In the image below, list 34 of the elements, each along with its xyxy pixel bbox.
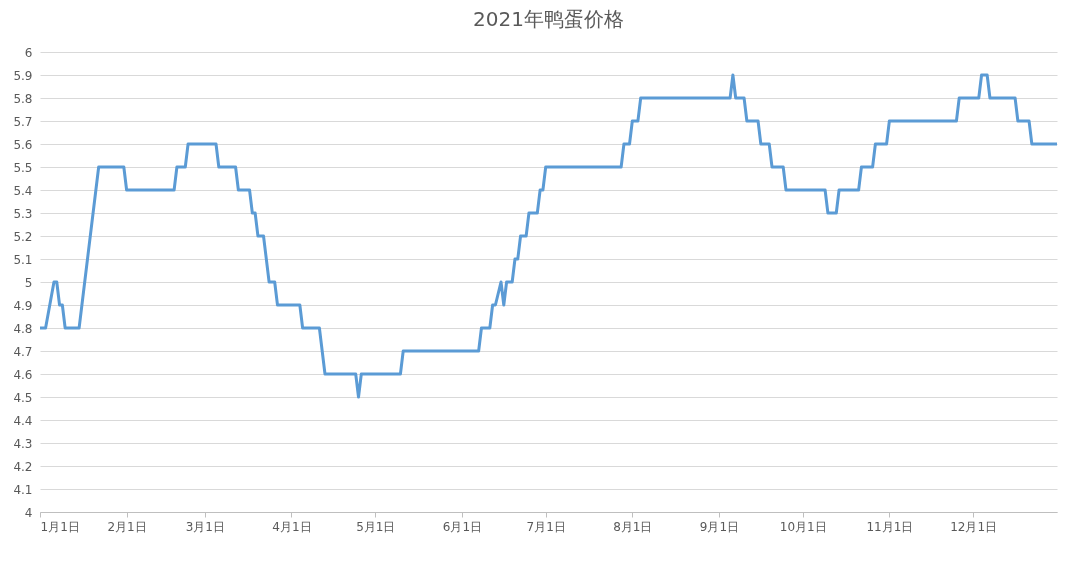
y-tick-label: 5.1 xyxy=(13,252,33,267)
x-tick-label: 4月1日 xyxy=(272,519,312,534)
x-tick-label: 8月1日 xyxy=(613,519,653,534)
y-tick-label: 4.3 xyxy=(13,436,33,451)
x-tick-label: 7月1日 xyxy=(526,519,566,534)
x-tick-label: 12月1日 xyxy=(950,519,998,534)
x-tick-label: 3月1日 xyxy=(185,519,225,534)
x-tick-label: 1月1日 xyxy=(40,519,80,534)
y-tick-label: 4.2 xyxy=(13,459,33,474)
x-tick-label: 2月1日 xyxy=(107,519,147,534)
x-tick-label: 11月1日 xyxy=(866,519,914,534)
x-tick-label: 5月1日 xyxy=(356,519,396,534)
y-tick-label: 4.9 xyxy=(13,298,33,313)
x-tick-label: 6月1日 xyxy=(442,519,483,534)
y-tick-label: 5.9 xyxy=(13,68,33,83)
y-tick-label: 5.2 xyxy=(13,229,33,244)
y-tick-label: 6 xyxy=(24,45,33,60)
y-tick-label: 4.5 xyxy=(13,390,33,405)
y-tick-label: 5.8 xyxy=(13,91,33,106)
y-tick-label: 5 xyxy=(24,275,33,290)
y-tick-label: 5.4 xyxy=(13,183,33,198)
y-tick-label: 4.1 xyxy=(13,482,33,497)
y-tick-label: 4.6 xyxy=(13,367,33,382)
y-tick-label: 4.4 xyxy=(13,413,33,428)
y-tick-label: 5.5 xyxy=(13,160,33,175)
x-tick-label: 9月1日 xyxy=(699,519,740,534)
y-tick-label: 5.3 xyxy=(13,206,33,221)
y-tick-label: 4.8 xyxy=(13,321,33,336)
y-tick-label: 5.6 xyxy=(13,137,33,152)
x-tick-label: 10月1日 xyxy=(779,519,827,534)
y-tick-label: 5.7 xyxy=(13,114,33,129)
y-tick-label: 4 xyxy=(24,505,33,520)
y-tick-label: 4.7 xyxy=(13,344,33,359)
chart-title: 2021年鸭蛋价格 xyxy=(473,7,624,31)
